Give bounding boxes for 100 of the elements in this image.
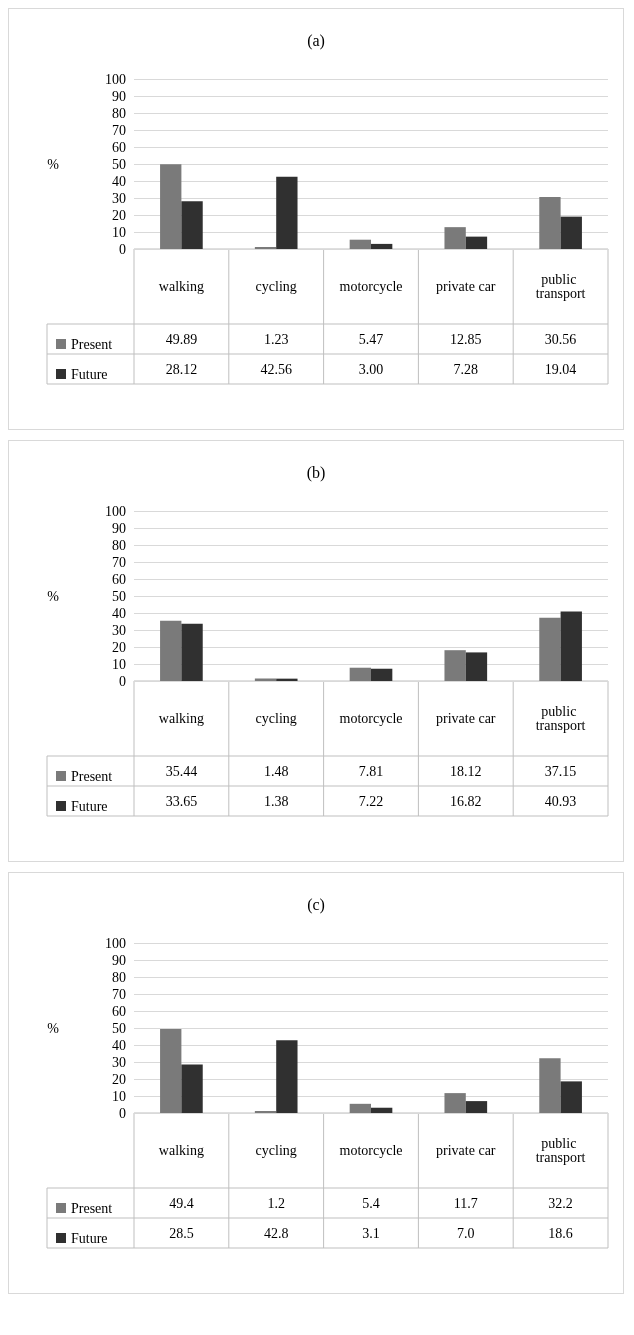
bar <box>444 650 466 681</box>
x-tick-label: motorcycle <box>339 279 403 294</box>
data-label: 49.4 <box>169 1195 194 1211</box>
data-label: 18.12 <box>450 763 482 779</box>
legend-label: Present <box>71 336 113 352</box>
y-tick-label: 70 <box>112 986 126 1002</box>
data-label: 11.7 <box>453 1195 478 1211</box>
data-label: 16.82 <box>450 793 482 809</box>
data-label: 42.8 <box>263 1225 289 1241</box>
bar <box>560 216 582 249</box>
bar <box>349 667 371 681</box>
y-tick-label: 90 <box>112 952 126 968</box>
bar <box>349 1103 371 1113</box>
x-tick-label: motorcycle <box>339 711 403 726</box>
y-tick-label: 60 <box>112 1003 126 1019</box>
bar <box>371 1107 393 1113</box>
data-label: 42.56 <box>260 361 292 377</box>
y-tick-label: 50 <box>112 588 126 604</box>
y-tick-label: 70 <box>112 554 126 570</box>
bar <box>181 1064 203 1113</box>
data-label: 40.93 <box>544 793 577 809</box>
bar <box>539 1058 561 1113</box>
data-label: 1.23 <box>263 331 289 347</box>
y-axis-title: % <box>47 1020 60 1036</box>
bar <box>181 201 203 249</box>
y-tick-label: 10 <box>112 1088 126 1104</box>
y-tick-label: 30 <box>112 1054 126 1070</box>
x-tick-label: cycling <box>255 711 297 726</box>
y-tick-label: 80 <box>112 105 126 121</box>
y-tick-label: 60 <box>112 571 126 587</box>
x-tick-label: walking <box>158 1143 204 1158</box>
y-tick-label: 40 <box>112 1037 126 1053</box>
legend-label: Future <box>71 1230 108 1246</box>
y-tick-label: 90 <box>112 88 126 104</box>
data-label: 1.48 <box>263 763 289 779</box>
y-tick-label: 90 <box>112 520 126 536</box>
y-tick-label: 0 <box>119 241 126 257</box>
x-tick-label: private car <box>436 1143 496 1158</box>
data-label: 7.28 <box>453 361 479 377</box>
bar <box>444 227 466 249</box>
data-label: 5.4 <box>362 1195 380 1211</box>
data-label: 18.6 <box>548 1225 573 1241</box>
data-label: 37.15 <box>544 763 577 779</box>
bar <box>160 164 182 249</box>
x-tick-label: private car <box>436 711 496 726</box>
chart-title: (c) <box>307 895 325 914</box>
x-tick-label: walking <box>158 279 204 294</box>
bar <box>444 1093 466 1113</box>
y-tick-label: 20 <box>112 639 126 655</box>
x-tick-label: walking <box>158 711 204 726</box>
y-tick-label: 50 <box>112 156 126 172</box>
data-label: 5.47 <box>358 331 384 347</box>
data-label: 12.85 <box>450 331 482 347</box>
bar <box>254 246 277 249</box>
y-tick-label: 60 <box>112 139 126 155</box>
y-tick-label: 100 <box>105 935 126 951</box>
bar <box>349 239 371 249</box>
x-tick-label: cycling <box>255 1143 297 1158</box>
legend-label: Present <box>71 768 113 784</box>
legend-label: Future <box>71 798 108 814</box>
y-tick-label: 80 <box>112 969 126 985</box>
data-label: 35.44 <box>165 763 198 779</box>
bar <box>560 611 582 681</box>
y-tick-label: 40 <box>112 173 126 189</box>
y-tick-label: 100 <box>105 503 126 519</box>
x-tick-label: motorcycle <box>339 1143 403 1158</box>
y-axis-title: % <box>47 156 60 172</box>
bar <box>276 1040 298 1113</box>
x-tick-label: public transport <box>535 272 586 301</box>
bar <box>539 197 561 249</box>
legend-label: Future <box>71 366 108 382</box>
data-label: 1.38 <box>263 793 289 809</box>
y-tick-label: 40 <box>112 605 126 621</box>
bar <box>560 1081 582 1113</box>
data-label: 3.1 <box>362 1225 380 1241</box>
data-label: 28.5 <box>169 1225 194 1241</box>
data-label: 19.04 <box>544 361 577 377</box>
y-axis-title: % <box>47 588 60 604</box>
bar <box>371 668 393 681</box>
data-label: 1.2 <box>267 1195 285 1211</box>
data-label: 3.00 <box>358 361 384 377</box>
bar <box>254 678 277 681</box>
y-tick-label: 50 <box>112 1020 126 1036</box>
bar <box>254 1110 277 1113</box>
y-tick-label: 100 <box>105 71 126 87</box>
bar <box>181 623 203 681</box>
bar <box>160 1029 182 1113</box>
bar <box>160 620 182 681</box>
y-tick-label: 0 <box>119 673 126 689</box>
legend-label: Present <box>71 1200 113 1216</box>
y-tick-label: 70 <box>112 122 126 138</box>
bar <box>465 652 488 681</box>
data-label: 7.81 <box>358 763 384 779</box>
y-tick-label: 10 <box>112 224 126 240</box>
data-label: 28.12 <box>165 361 198 377</box>
x-tick-label: public transport <box>535 1136 586 1165</box>
chart-title: (b) <box>306 463 326 482</box>
data-label: 33.65 <box>165 793 198 809</box>
data-label: 7.22 <box>358 793 384 809</box>
bar <box>276 176 298 249</box>
